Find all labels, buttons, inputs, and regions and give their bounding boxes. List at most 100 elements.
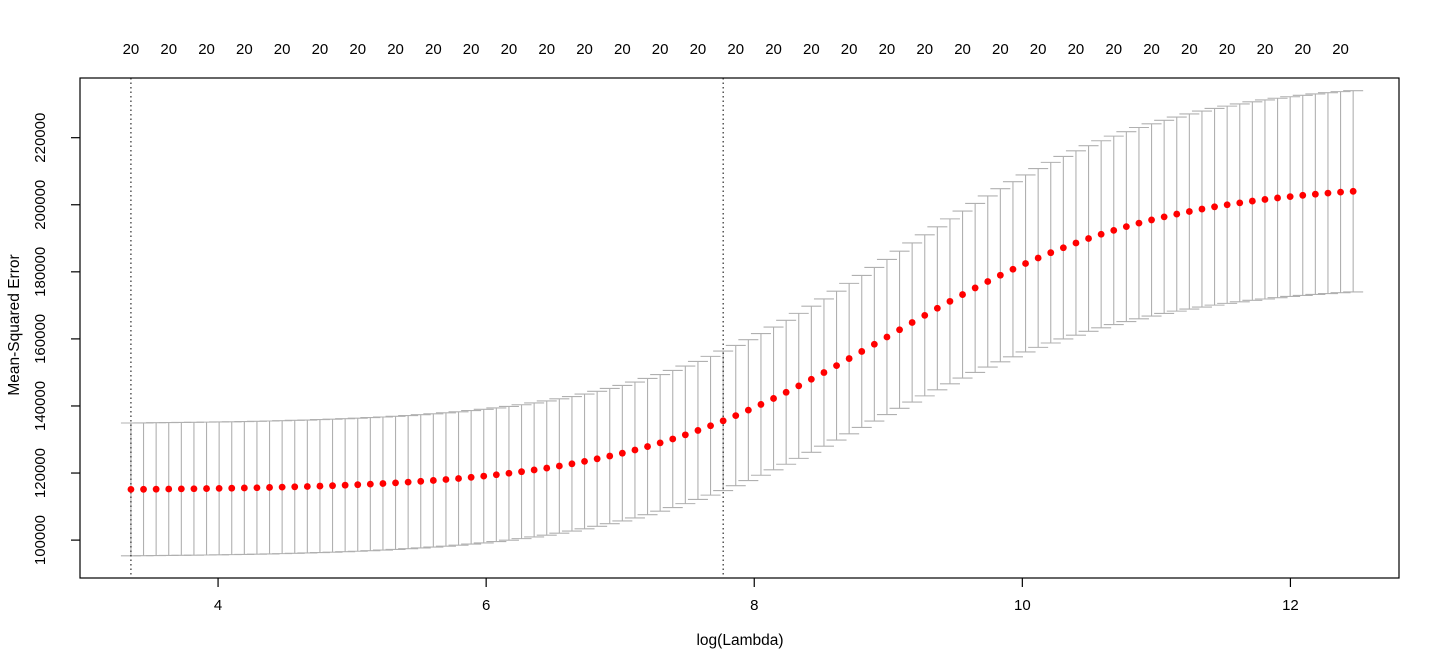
data-point bbox=[442, 476, 450, 483]
data-point bbox=[921, 311, 929, 319]
top-axis-nonzero-count-label: 20 bbox=[1257, 41, 1274, 58]
data-point bbox=[971, 284, 979, 292]
top-axis-nonzero-count-label: 20 bbox=[538, 41, 555, 58]
data-point bbox=[870, 340, 878, 348]
data-point bbox=[1324, 189, 1332, 197]
data-point bbox=[1135, 219, 1143, 227]
data-point bbox=[996, 271, 1004, 279]
data-point bbox=[1160, 213, 1168, 221]
top-axis-nonzero-count-label: 20 bbox=[160, 41, 177, 58]
data-point bbox=[933, 304, 941, 312]
data-point bbox=[946, 297, 954, 305]
data-point bbox=[1097, 230, 1105, 238]
top-axis-nonzero-count-label: 20 bbox=[236, 41, 253, 58]
data-point bbox=[719, 417, 727, 425]
y-tick-label: 160000 bbox=[32, 314, 49, 364]
top-axis-nonzero-count-label: 20 bbox=[1143, 41, 1160, 58]
top-axis-nonzero-count-label: 20 bbox=[652, 41, 669, 58]
data-point bbox=[303, 483, 311, 490]
data-point bbox=[1211, 203, 1218, 211]
data-point bbox=[1299, 191, 1307, 199]
data-point bbox=[127, 486, 135, 493]
top-axis-nonzero-count-label: 20 bbox=[1068, 41, 1085, 58]
data-point bbox=[807, 375, 815, 383]
top-axis-nonzero-count-label: 20 bbox=[916, 41, 933, 58]
data-point bbox=[203, 485, 210, 492]
data-point bbox=[896, 326, 903, 334]
data-point bbox=[820, 369, 828, 376]
data-point bbox=[165, 485, 173, 493]
data-point bbox=[417, 477, 425, 485]
data-point bbox=[354, 481, 362, 489]
data-point bbox=[316, 482, 324, 490]
data-point bbox=[240, 484, 248, 492]
data-point bbox=[177, 485, 185, 493]
y-tick-label: 220000 bbox=[32, 113, 49, 163]
data-point bbox=[555, 462, 563, 470]
data-point bbox=[694, 427, 702, 434]
top-axis-nonzero-count-label: 20 bbox=[1332, 41, 1349, 58]
data-point bbox=[480, 472, 488, 480]
top-axis-nonzero-count-label: 20 bbox=[349, 41, 366, 58]
data-point bbox=[253, 484, 261, 492]
top-axis-nonzero-count-label: 20 bbox=[992, 41, 1009, 58]
x-tick-label: 6 bbox=[482, 597, 490, 614]
data-point bbox=[1337, 188, 1344, 196]
data-point bbox=[366, 480, 374, 488]
data-point bbox=[984, 278, 992, 285]
data-point bbox=[278, 483, 286, 491]
data-point bbox=[1059, 244, 1067, 252]
top-axis-nonzero-count-label: 20 bbox=[1105, 41, 1122, 58]
data-point bbox=[1072, 239, 1080, 247]
top-axis-nonzero-count-label: 20 bbox=[274, 41, 291, 58]
top-axis-nonzero-count-label: 20 bbox=[803, 41, 820, 58]
data-point bbox=[732, 412, 740, 419]
data-point bbox=[1148, 216, 1155, 224]
data-point bbox=[631, 446, 639, 454]
y-tick-label: 100000 bbox=[32, 515, 49, 565]
data-point bbox=[593, 455, 601, 463]
data-point bbox=[1236, 199, 1244, 207]
top-axis-nonzero-count-label: 20 bbox=[765, 41, 782, 58]
top-axis-nonzero-count-label: 20 bbox=[841, 41, 858, 58]
data-point bbox=[215, 484, 223, 492]
top-axis-nonzero-count-label: 20 bbox=[1219, 41, 1236, 58]
data-point bbox=[744, 406, 752, 414]
data-point bbox=[959, 291, 966, 298]
top-axis-nonzero-count-label: 20 bbox=[614, 41, 631, 58]
top-axis-nonzero-count-label: 20 bbox=[123, 41, 140, 58]
top-axis-nonzero-count-label: 20 bbox=[425, 41, 442, 58]
x-tick-label: 12 bbox=[1282, 597, 1299, 614]
data-point bbox=[1349, 187, 1357, 195]
y-tick-label: 120000 bbox=[32, 448, 49, 498]
data-point bbox=[581, 458, 588, 465]
data-point bbox=[1248, 197, 1256, 205]
data-point bbox=[681, 431, 689, 439]
top-axis-nonzero-count-label: 20 bbox=[1294, 41, 1311, 58]
data-point bbox=[644, 443, 651, 450]
top-axis-nonzero-count-label: 20 bbox=[954, 41, 971, 58]
top-axis-nonzero-count-label: 20 bbox=[198, 41, 215, 58]
data-point bbox=[1261, 196, 1269, 203]
data-point bbox=[1122, 223, 1130, 231]
top-axis-nonzero-count-label: 20 bbox=[463, 41, 480, 58]
data-point bbox=[782, 388, 790, 396]
data-point bbox=[492, 471, 500, 479]
x-tick-label: 8 bbox=[750, 597, 758, 614]
data-point bbox=[1022, 260, 1029, 267]
data-point bbox=[140, 485, 147, 493]
data-point bbox=[568, 460, 576, 468]
top-axis-nonzero-count-label: 20 bbox=[576, 41, 593, 58]
data-point bbox=[656, 439, 664, 447]
x-axis-title: log(Lambda) bbox=[696, 632, 784, 649]
top-axis-nonzero-count-label: 20 bbox=[690, 41, 707, 58]
data-point bbox=[1223, 201, 1231, 209]
top-axis-nonzero-count-label: 20 bbox=[879, 41, 896, 58]
data-point bbox=[518, 468, 525, 476]
data-point bbox=[770, 395, 777, 402]
plot-box bbox=[79, 77, 1400, 579]
data-point bbox=[1110, 226, 1118, 234]
data-point bbox=[392, 479, 399, 487]
